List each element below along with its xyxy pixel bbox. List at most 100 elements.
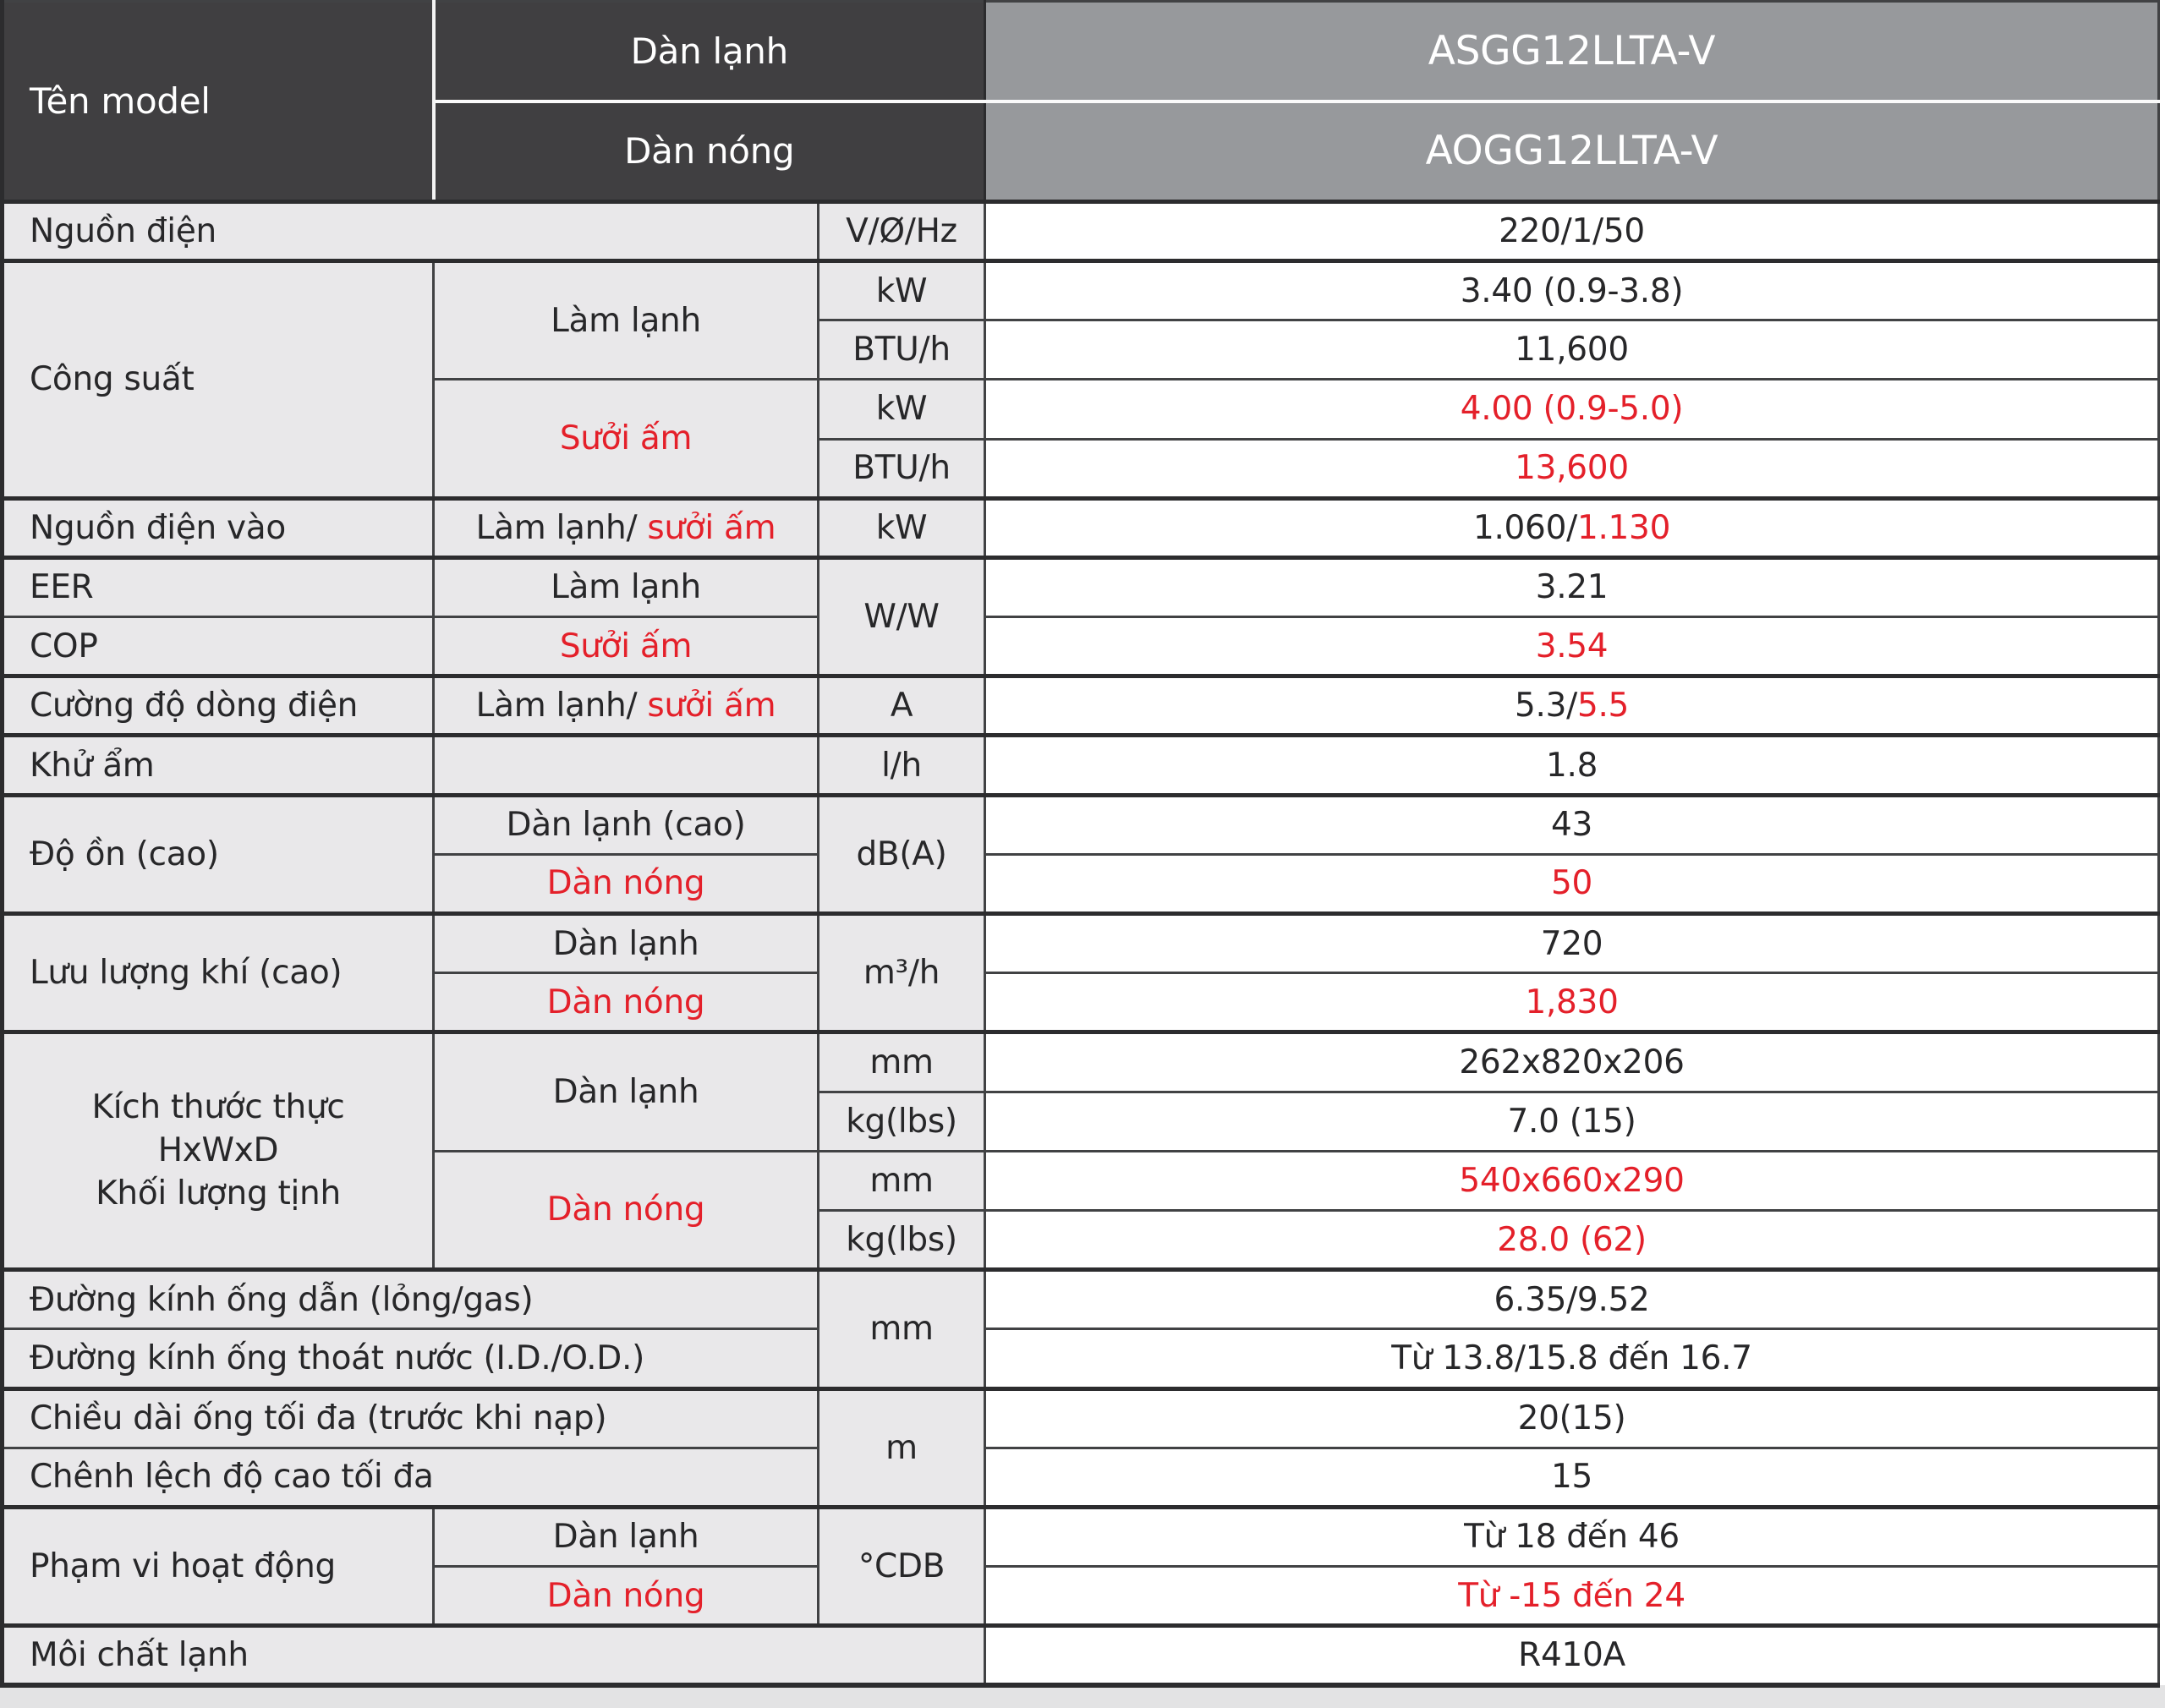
row-capacity-cooling-kw: Công suất Làm lạnh kW 3.40 (0.9-3.8) xyxy=(1,258,2161,500)
row-dimensions-outdoor-kg: kg(lbs) 28.0 (62) xyxy=(3,1208,2161,1272)
current-mode: Làm lạnh/ sưởi ấm xyxy=(432,674,819,737)
dehumidification-label: Khử ẩm xyxy=(1,733,435,797)
dimensions-indoor-kg-value: 7.0 (15) xyxy=(984,1090,2161,1152)
row-max-height-diff: Chênh lệch độ cao tối đa 15 xyxy=(1,1446,2161,1508)
airflow-unit: m³/h xyxy=(816,911,987,1034)
dehumidification-unit: l/h xyxy=(816,733,987,797)
row-airflow-indoor: Lưu lượng khí (cao) Dàn lạnh m³/h 720 xyxy=(1,911,2161,1034)
noise-outdoor-label: Dàn nóng xyxy=(432,852,819,916)
dimensions-outdoor-mm-unit: mm xyxy=(816,1149,987,1212)
row-operating-range-indoor: Phạm vi hoạt động Dàn lạnh °CDB Từ 18 đế… xyxy=(1,1504,2161,1628)
power-supply-label: Nguồn điện xyxy=(1,199,819,262)
row-operating-range-outdoor: Dàn nóng Từ -15 đến 24 xyxy=(3,1565,2161,1628)
row-power-supply: Nguồn điện V/Ø/Hz 220/1/50 xyxy=(1,199,2161,262)
row-dimensions-indoor-kg: kg(lbs) 7.0 (15) xyxy=(3,1090,2161,1152)
airflow-indoor-value: 720 xyxy=(984,911,2161,975)
capacity-heating-btu-value: 13,600 xyxy=(984,437,2161,500)
capacity-cooling-label: Làm lạnh xyxy=(432,258,819,381)
bottom-margin-strip xyxy=(0,1685,2165,1708)
dimensions-outdoor-label: Dàn nóng xyxy=(432,1149,819,1272)
indoor-model-cell: ASGG12LLTA-V xyxy=(984,0,2161,103)
row-noise-indoor: Độ ồn (cao) Dàn lạnh (cao) dB(A) 43 xyxy=(1,792,2161,916)
current-value-heating: 5.5 xyxy=(1576,687,1630,725)
dimensions-label-line2: HxWxD xyxy=(157,1130,279,1169)
airflow-outdoor-label: Dàn nóng xyxy=(432,972,819,1034)
row-current: Cường độ dòng điện Làm lạnh/ sưởi ấm A 5… xyxy=(1,674,2161,737)
dehumidification-value: 1.8 xyxy=(984,733,2161,797)
operating-range-indoor-value: Từ 18 đến 46 xyxy=(984,1504,2161,1568)
airflow-label: Lưu lượng khí (cao) xyxy=(1,911,435,1034)
header-row-indoor: Tên model Dàn lạnh ASGG12LLTA-V xyxy=(1,0,2161,204)
eer-cop-unit: W/W xyxy=(816,555,987,678)
power-supply-value: 220/1/50 xyxy=(984,199,2161,262)
row-refrigerant: Môi chất lạnh R410A xyxy=(0,1623,2161,1687)
power-input-value-cooling: 1.060/ xyxy=(1472,508,1577,547)
eer-label: EER xyxy=(1,555,435,619)
capacity-cooling-btu-unit: BTU/h xyxy=(816,319,987,381)
dimensions-outdoor-mm-value: 540x660x290 xyxy=(984,1149,2161,1212)
dimensions-label-line3: Khối lượng tịnh xyxy=(96,1174,341,1213)
dimensions-indoor-kg-unit: kg(lbs) xyxy=(816,1090,987,1152)
row-dimensions-outdoor-mm: Dàn nóng mm 540x660x290 xyxy=(3,1149,2161,1272)
pipe-mm-unit: mm xyxy=(816,1267,987,1390)
outdoor-model-cell: AOGG12LLTA-V xyxy=(984,100,2161,204)
dimensions-indoor-mm-unit: mm xyxy=(816,1030,987,1093)
row-eer: EER Làm lạnh W/W 3.21 xyxy=(1,555,2161,678)
row-pipe-liquid-gas: Đường kính ống dẫn (lỏng/gas) mm 6.35/9.… xyxy=(1,1267,2161,1390)
row-capacity-heating-kw: Sưởi ấm kW 4.00 (0.9-5.0) xyxy=(3,378,2161,500)
row-cop: COP Sưởi ấm 3.54 xyxy=(1,616,2161,678)
noise-unit: dB(A) xyxy=(816,792,987,916)
max-pipe-length-label: Chiều dài ống tối đa (trước khi nạp) xyxy=(1,1386,819,1449)
row-noise-outdoor: Dàn nóng 50 xyxy=(3,852,2161,916)
operating-range-label: Phạm vi hoạt động xyxy=(1,1504,435,1628)
capacity-heating-btu-unit: BTU/h xyxy=(816,437,987,500)
max-height-diff-label: Chênh lệch độ cao tối đa xyxy=(1,1446,819,1508)
capacity-label: Công suất xyxy=(1,258,435,500)
capacity-heating-kw-unit: kW xyxy=(816,378,987,441)
header-row-outdoor: Dàn nóng AOGG12LLTA-V xyxy=(3,100,2161,204)
power-input-mode-heating: sưởi ấm xyxy=(637,508,776,547)
capacity-cooling-btu-value: 11,600 xyxy=(984,319,2161,381)
capacity-cooling-kw-unit: kW xyxy=(816,258,987,322)
power-supply-unit: V/Ø/Hz xyxy=(816,199,987,262)
current-mode-heating: sưởi ấm xyxy=(637,687,776,725)
power-input-value-heating: 1.130 xyxy=(1576,508,1671,547)
current-value-cooling: 5.3/ xyxy=(1514,687,1577,725)
noise-indoor-label: Dàn lạnh (cao) xyxy=(432,792,819,856)
capacity-heating-label: Sưởi ấm xyxy=(432,378,819,500)
max-height-diff-value: 15 xyxy=(984,1446,2161,1508)
operating-range-unit: °CDB xyxy=(816,1504,987,1628)
model-name-header-cell: Tên model xyxy=(1,0,436,204)
pipe-liquid-gas-value: 6.35/9.52 xyxy=(984,1267,2161,1331)
dimensions-outdoor-kg-value: 28.0 (62) xyxy=(984,1208,2161,1272)
current-unit: A xyxy=(816,674,987,737)
operating-range-outdoor-value: Từ -15 đến 24 xyxy=(984,1565,2161,1628)
length-m-unit: m xyxy=(816,1386,987,1508)
dimensions-label: Kích thước thực HxWxD Khối lượng tịnh xyxy=(1,1030,435,1272)
operating-range-outdoor-label: Dàn nóng xyxy=(432,1565,819,1628)
operating-range-indoor-label: Dàn lạnh xyxy=(432,1504,819,1568)
eer-value: 3.21 xyxy=(984,555,2161,619)
cop-mode: Sưởi ấm xyxy=(432,616,819,678)
row-capacity-cooling-btu: BTU/h 11,600 xyxy=(3,319,2161,381)
pipe-liquid-gas-label: Đường kính ống dẫn (lỏng/gas) xyxy=(1,1267,819,1331)
noise-indoor-value: 43 xyxy=(984,792,2161,856)
power-input-mode-cooling: Làm lạnh/ xyxy=(475,508,638,547)
dimensions-label-line1: Kích thước thực xyxy=(91,1088,345,1127)
power-input-value: 1.060/1.130 xyxy=(984,495,2161,559)
outdoor-unit-header-cell: Dàn nóng xyxy=(431,100,987,204)
dimensions-indoor-label: Dàn lạnh xyxy=(432,1030,819,1152)
airflow-outdoor-value: 1,830 xyxy=(984,972,2161,1034)
dehumidification-mode-empty xyxy=(432,733,819,797)
cop-label: COP xyxy=(1,616,435,678)
row-max-pipe-length: Chiều dài ống tối đa (trước khi nạp) m 2… xyxy=(1,1386,2161,1508)
current-value: 5.3/5.5 xyxy=(984,674,2161,737)
noise-label: Độ ồn (cao) xyxy=(1,792,435,916)
indoor-unit-header-cell: Dàn lạnh xyxy=(431,0,987,103)
row-dehumidification: Khử ẩm l/h 1.8 xyxy=(1,733,2161,797)
dimensions-outdoor-kg-unit: kg(lbs) xyxy=(816,1208,987,1272)
cop-value: 3.54 xyxy=(984,616,2161,678)
noise-outdoor-value: 50 xyxy=(984,852,2161,916)
